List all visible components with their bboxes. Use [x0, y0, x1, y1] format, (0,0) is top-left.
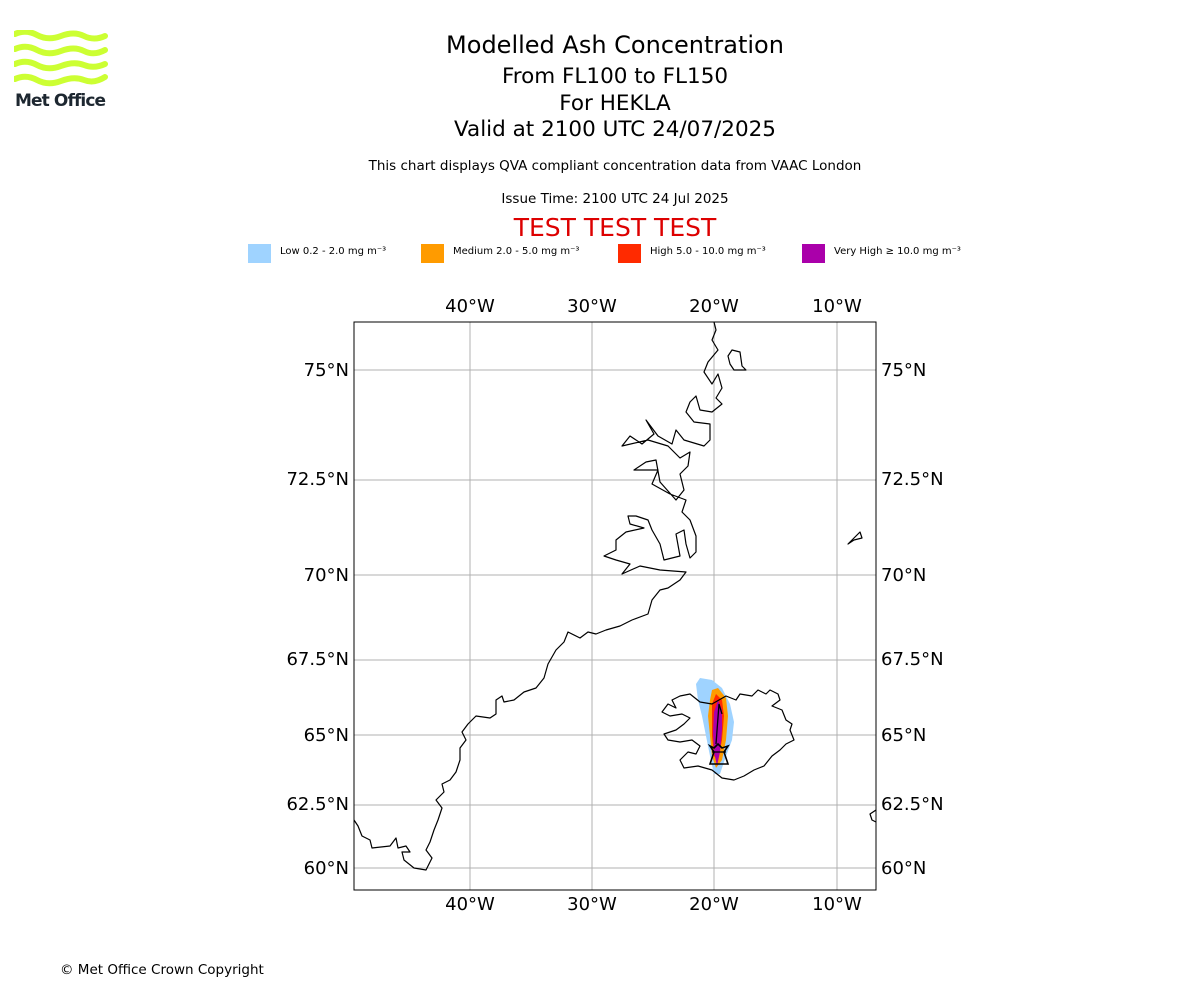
- top-longitude-labels: 40°W 30°W 20°W 10°W: [445, 296, 862, 317]
- faroe-coastline: [869, 809, 876, 823]
- legend-label-medium: Medium 2.0 - 5.0 mg m⁻³: [453, 246, 580, 257]
- lat-label-left-67-5n: 67.5°N: [286, 649, 349, 670]
- lat-label-left-72-5n: 72.5°N: [286, 469, 349, 490]
- bottom-longitude-labels: 40°W 30°W 20°W 10°W: [445, 894, 862, 915]
- volcano-triangle: [707, 742, 730, 765]
- met-office-logo: Met Office: [14, 30, 108, 112]
- legend-label-very-high: Very High ≥ 10.0 mg m⁻³: [834, 246, 961, 257]
- lon-label-bottom-10w: 10°W: [812, 894, 862, 915]
- test-banner: TEST TEST TEST: [513, 213, 717, 242]
- legend-swatch-high: [618, 244, 641, 263]
- lat-label-right-75n: 75°N: [881, 360, 926, 381]
- lat-label-right-72-5n: 72.5°N: [881, 469, 944, 490]
- lon-label-bottom-40w: 40°W: [445, 894, 495, 915]
- lat-label-right-62-5n: 62.5°N: [881, 794, 944, 815]
- legend-label-low: Low 0.2 - 2.0 mg m⁻³: [280, 246, 387, 257]
- qva-disclaimer: This chart displays QVA compliant concen…: [368, 158, 862, 174]
- chart-title: Modelled Ash Concentration: [446, 31, 784, 59]
- lat-label-left-60n: 60°N: [304, 858, 349, 879]
- lat-label-right-70n: 70°N: [881, 565, 926, 586]
- greenland-coastline: [354, 322, 723, 871]
- lat-label-right-60n: 60°N: [881, 858, 926, 879]
- met-office-waves-icon: [14, 30, 108, 87]
- legend-swatch-medium: [421, 244, 444, 263]
- left-latitude-labels: 75°N 72.5°N 70°N 67.5°N 65°N 62.5°N 60°N: [286, 360, 349, 879]
- right-latitude-labels: 75°N 72.5°N 70°N 67.5°N 65°N 62.5°N 60°N: [881, 360, 944, 879]
- lat-label-left-75n: 75°N: [304, 360, 349, 381]
- jan-mayen-coastline: [847, 531, 863, 545]
- lat-label-left-62-5n: 62.5°N: [286, 794, 349, 815]
- map-gridlines: [354, 322, 876, 890]
- svalbard-coastline: [727, 349, 747, 371]
- logo-text: Met Office: [15, 91, 106, 111]
- valid-time: Valid at 2100 UTC 24/07/2025: [453, 117, 776, 142]
- lon-label-top-10w: 10°W: [812, 296, 862, 317]
- lon-label-bottom-20w: 20°W: [689, 894, 739, 915]
- volcano-cone: [712, 703, 726, 753]
- lon-label-top-30w: 30°W: [567, 296, 617, 317]
- lat-label-left-65n: 65°N: [304, 725, 349, 746]
- copyright-notice: © Met Office Crown Copyright: [60, 962, 264, 978]
- lon-label-top-40w: 40°W: [445, 296, 495, 317]
- map-frame: [353, 321, 877, 891]
- legend-swatch-low: [248, 244, 271, 263]
- legend-label-high: High 5.0 - 10.0 mg m⁻³: [650, 246, 766, 257]
- lat-label-right-65n: 65°N: [881, 725, 926, 746]
- ash-region-very-high: [713, 700, 722, 766]
- iceland-coastline: [661, 689, 795, 781]
- lat-label-right-67-5n: 67.5°N: [881, 649, 944, 670]
- issue-time: Issue Time: 2100 UTC 24 Jul 2025: [501, 191, 729, 207]
- lat-label-left-70n: 70°N: [304, 565, 349, 586]
- legend-swatch-very-high: [802, 244, 825, 263]
- volcano-name: For HEKLA: [559, 91, 671, 116]
- flight-level-range: From FL100 to FL150: [501, 64, 729, 89]
- lon-label-top-20w: 20°W: [689, 296, 739, 317]
- lon-label-bottom-30w: 30°W: [567, 894, 617, 915]
